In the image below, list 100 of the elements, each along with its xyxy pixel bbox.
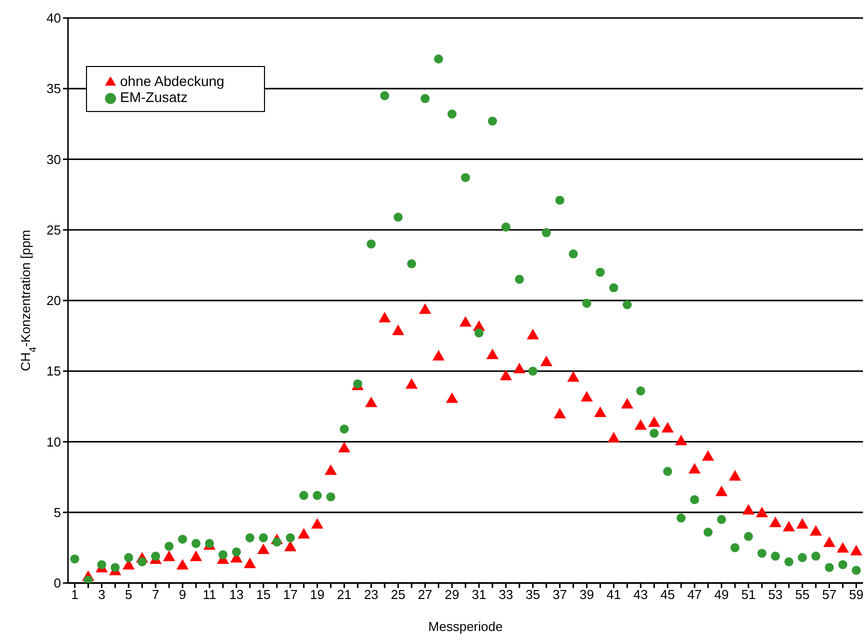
point [621,398,634,409]
x-tick-label: 1 [71,587,78,602]
point [634,419,647,430]
x-tick-label: 37 [552,587,568,602]
point [488,116,497,126]
point [460,173,470,182]
point [434,54,444,64]
point [514,274,524,284]
point [675,434,688,446]
point [782,520,795,532]
x-tick-label: 33 [498,587,514,602]
x-tick-label: 53 [768,587,783,602]
point [84,576,93,583]
x-tick-label: 3 [98,587,106,602]
point [124,553,134,562]
point [609,283,618,292]
point [594,406,606,418]
point [380,91,390,100]
point [636,386,646,396]
point [97,560,106,570]
x-tick-label: 43 [633,587,648,602]
point [432,350,445,361]
point [568,249,578,258]
y-tick-label: 5 [54,504,61,520]
x-tick-label: 35 [526,587,540,602]
point [526,328,539,340]
point [582,298,592,308]
point [418,303,432,314]
point [704,528,713,537]
x-tick-label: 13 [229,587,244,602]
point [690,495,700,504]
y-tick-label: 40 [46,10,61,26]
y-tick-label: 10 [46,434,61,450]
x-tick-label: 27 [418,587,432,602]
point [702,450,714,461]
x-tick-label: 7 [152,587,160,602]
point [392,324,404,336]
point [378,312,391,322]
y-tick-label: 35 [46,81,61,96]
point [298,528,310,538]
point [728,470,742,481]
point [406,378,418,389]
point [191,538,201,548]
point [513,362,526,374]
point [850,544,862,556]
point [663,466,672,476]
point [394,212,403,222]
point [459,316,472,327]
x-tick-label: 59 [849,587,864,602]
x-axis-title: Messperiode [428,619,503,634]
point [176,559,189,570]
point [810,525,822,536]
point [650,428,659,438]
point [742,504,755,514]
x-tick-label: 29 [444,587,460,602]
point [836,542,849,553]
y-tick-label: 15 [46,364,61,379]
point [151,552,160,561]
point [70,554,80,564]
point [555,196,564,205]
y-tick-label: 30 [46,152,61,167]
point [407,259,416,268]
point [164,542,174,551]
point [366,239,376,249]
point [542,228,551,238]
x-tick-label: 5 [125,587,132,602]
x-tick-label: 57 [822,587,837,602]
point [446,392,458,403]
point [178,534,188,544]
point [715,486,728,496]
point [486,348,499,360]
x-tick-label: 17 [283,587,298,602]
point [245,533,254,542]
point [448,110,457,119]
point [784,557,794,566]
point [798,553,807,562]
point [299,490,308,500]
point [823,536,836,547]
point [730,543,740,552]
x-tick-label: 47 [687,587,702,602]
x-tick-label: 55 [795,587,810,602]
point [540,356,552,366]
x-tick-label: 25 [390,587,406,602]
point [338,442,350,452]
x-tick-label: 19 [310,587,325,602]
point [770,552,780,561]
point [190,550,202,562]
x-tick-label: 45 [660,587,675,602]
point [528,366,538,376]
x-tick-label: 23 [364,587,378,602]
point [110,562,120,572]
point [232,547,241,556]
x-tick-label: 15 [256,587,271,602]
point [501,222,510,232]
point [554,408,566,418]
point [272,538,282,547]
point [474,328,484,338]
x-tick-label: 49 [714,587,729,602]
point [311,518,324,529]
x-tick-label: 41 [606,587,621,602]
